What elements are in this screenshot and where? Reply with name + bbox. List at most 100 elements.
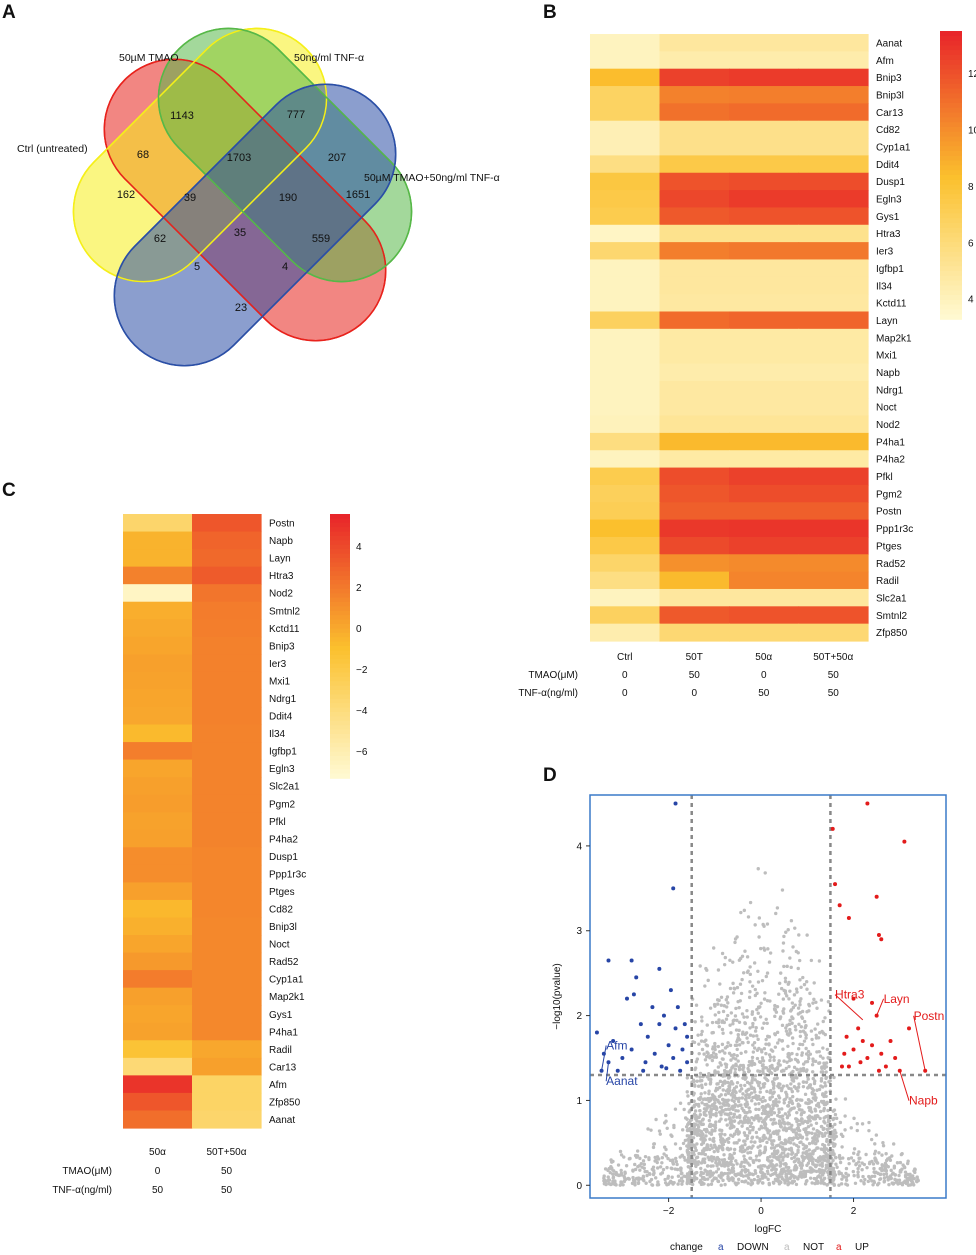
not-point bbox=[809, 958, 814, 963]
not-point bbox=[717, 1157, 721, 1162]
colorbar-segment bbox=[940, 203, 962, 210]
not-point bbox=[731, 1166, 736, 1171]
not-point bbox=[732, 987, 737, 991]
annotation-leader bbox=[876, 998, 885, 1016]
heatmap-row-label: Postn bbox=[269, 519, 295, 530]
not-point bbox=[790, 1156, 794, 1161]
not-point bbox=[798, 1003, 802, 1007]
not-point bbox=[801, 1062, 806, 1066]
not-point bbox=[775, 1104, 779, 1108]
not-point bbox=[827, 1174, 832, 1179]
not-point bbox=[749, 1182, 753, 1187]
heatmap-column-label: 50T+50α bbox=[207, 1147, 247, 1158]
not-point bbox=[791, 945, 795, 949]
up-point bbox=[851, 996, 856, 1001]
not-point bbox=[728, 1043, 733, 1048]
not-point bbox=[761, 1104, 765, 1109]
not-point bbox=[619, 1171, 624, 1175]
x-tick-label: −2 bbox=[663, 1206, 675, 1217]
not-point bbox=[776, 1041, 780, 1045]
down-point bbox=[673, 801, 678, 806]
not-point bbox=[720, 1083, 725, 1088]
heatmap-cell bbox=[798, 450, 869, 469]
not-point bbox=[895, 1161, 900, 1165]
not-point bbox=[741, 1108, 746, 1113]
not-point bbox=[732, 1151, 736, 1155]
colorbar-segment bbox=[330, 544, 350, 550]
not-point bbox=[813, 1027, 817, 1031]
not-point bbox=[691, 1150, 695, 1154]
not-point bbox=[723, 1100, 727, 1104]
not-point bbox=[823, 1158, 827, 1162]
not-point bbox=[775, 906, 780, 910]
colorbar-tick-label: 2 bbox=[356, 583, 362, 594]
not-point bbox=[726, 1176, 730, 1181]
not-point bbox=[804, 1144, 809, 1149]
not-point bbox=[783, 1169, 787, 1173]
not-point bbox=[693, 1020, 697, 1024]
not-point bbox=[743, 1083, 747, 1088]
not-point bbox=[705, 1063, 709, 1067]
not-point bbox=[619, 1180, 624, 1185]
not-point bbox=[788, 1027, 792, 1032]
heatmap-cell bbox=[192, 882, 262, 901]
heatmap-cell bbox=[123, 952, 193, 971]
not-point bbox=[817, 1087, 822, 1092]
not-point bbox=[795, 1117, 799, 1122]
not-point bbox=[622, 1179, 627, 1183]
not-point bbox=[738, 1149, 743, 1153]
not-point bbox=[810, 1087, 814, 1091]
colorbar-segment bbox=[940, 112, 962, 119]
venn-set-label-2: 50µM TMAO bbox=[119, 52, 179, 64]
not-point bbox=[745, 1134, 750, 1138]
colorbar-segment bbox=[330, 580, 350, 586]
not-point bbox=[721, 1009, 726, 1014]
heatmap-cell bbox=[729, 294, 800, 313]
not-point bbox=[698, 1173, 703, 1177]
down-point bbox=[671, 886, 676, 891]
not-point bbox=[905, 1180, 910, 1184]
not-point bbox=[772, 1117, 776, 1122]
not-point bbox=[863, 1177, 867, 1182]
not-point bbox=[763, 871, 767, 875]
down-point bbox=[645, 1034, 650, 1039]
not-point bbox=[674, 1156, 678, 1161]
venn-set-label-3: 50ng/ml TNF-α bbox=[294, 52, 364, 64]
not-point bbox=[613, 1182, 618, 1187]
not-point bbox=[720, 1049, 725, 1053]
not-point bbox=[723, 1132, 727, 1137]
not-point bbox=[731, 1082, 735, 1086]
not-point bbox=[884, 1152, 888, 1156]
colorbar-segment bbox=[940, 35, 962, 42]
heatmap-cell bbox=[659, 120, 730, 139]
colorbar-segment bbox=[940, 107, 962, 114]
heatmap-row-label: Egln3 bbox=[876, 195, 902, 206]
down-point bbox=[680, 1047, 685, 1052]
heatmap-row-label: Layn bbox=[269, 554, 291, 565]
not-point bbox=[761, 1069, 765, 1073]
heatmap-row-label: Cd82 bbox=[269, 905, 293, 916]
not-point bbox=[757, 916, 762, 920]
heatmap-cell bbox=[123, 1110, 193, 1129]
down-point bbox=[620, 1056, 625, 1061]
not-point bbox=[770, 1080, 775, 1084]
not-point bbox=[765, 1021, 769, 1026]
not-point bbox=[897, 1173, 901, 1178]
not-point bbox=[731, 1134, 735, 1138]
x-tick-label: 2 bbox=[851, 1206, 857, 1217]
not-point bbox=[841, 1134, 845, 1139]
not-point bbox=[823, 1016, 827, 1020]
down-point bbox=[668, 988, 673, 993]
not-point bbox=[770, 1066, 775, 1070]
not-point bbox=[760, 1167, 764, 1171]
not-point bbox=[815, 1146, 819, 1150]
not-point bbox=[841, 1156, 845, 1160]
not-point bbox=[648, 1179, 652, 1184]
heatmap-cell bbox=[123, 847, 193, 866]
not-point bbox=[782, 1120, 786, 1125]
heatmap-row-label: Cyp1a1 bbox=[269, 975, 304, 986]
not-point bbox=[822, 1116, 826, 1120]
colorbar-segment bbox=[330, 619, 350, 625]
not-point bbox=[729, 1162, 734, 1167]
heatmap-cell bbox=[729, 172, 800, 191]
